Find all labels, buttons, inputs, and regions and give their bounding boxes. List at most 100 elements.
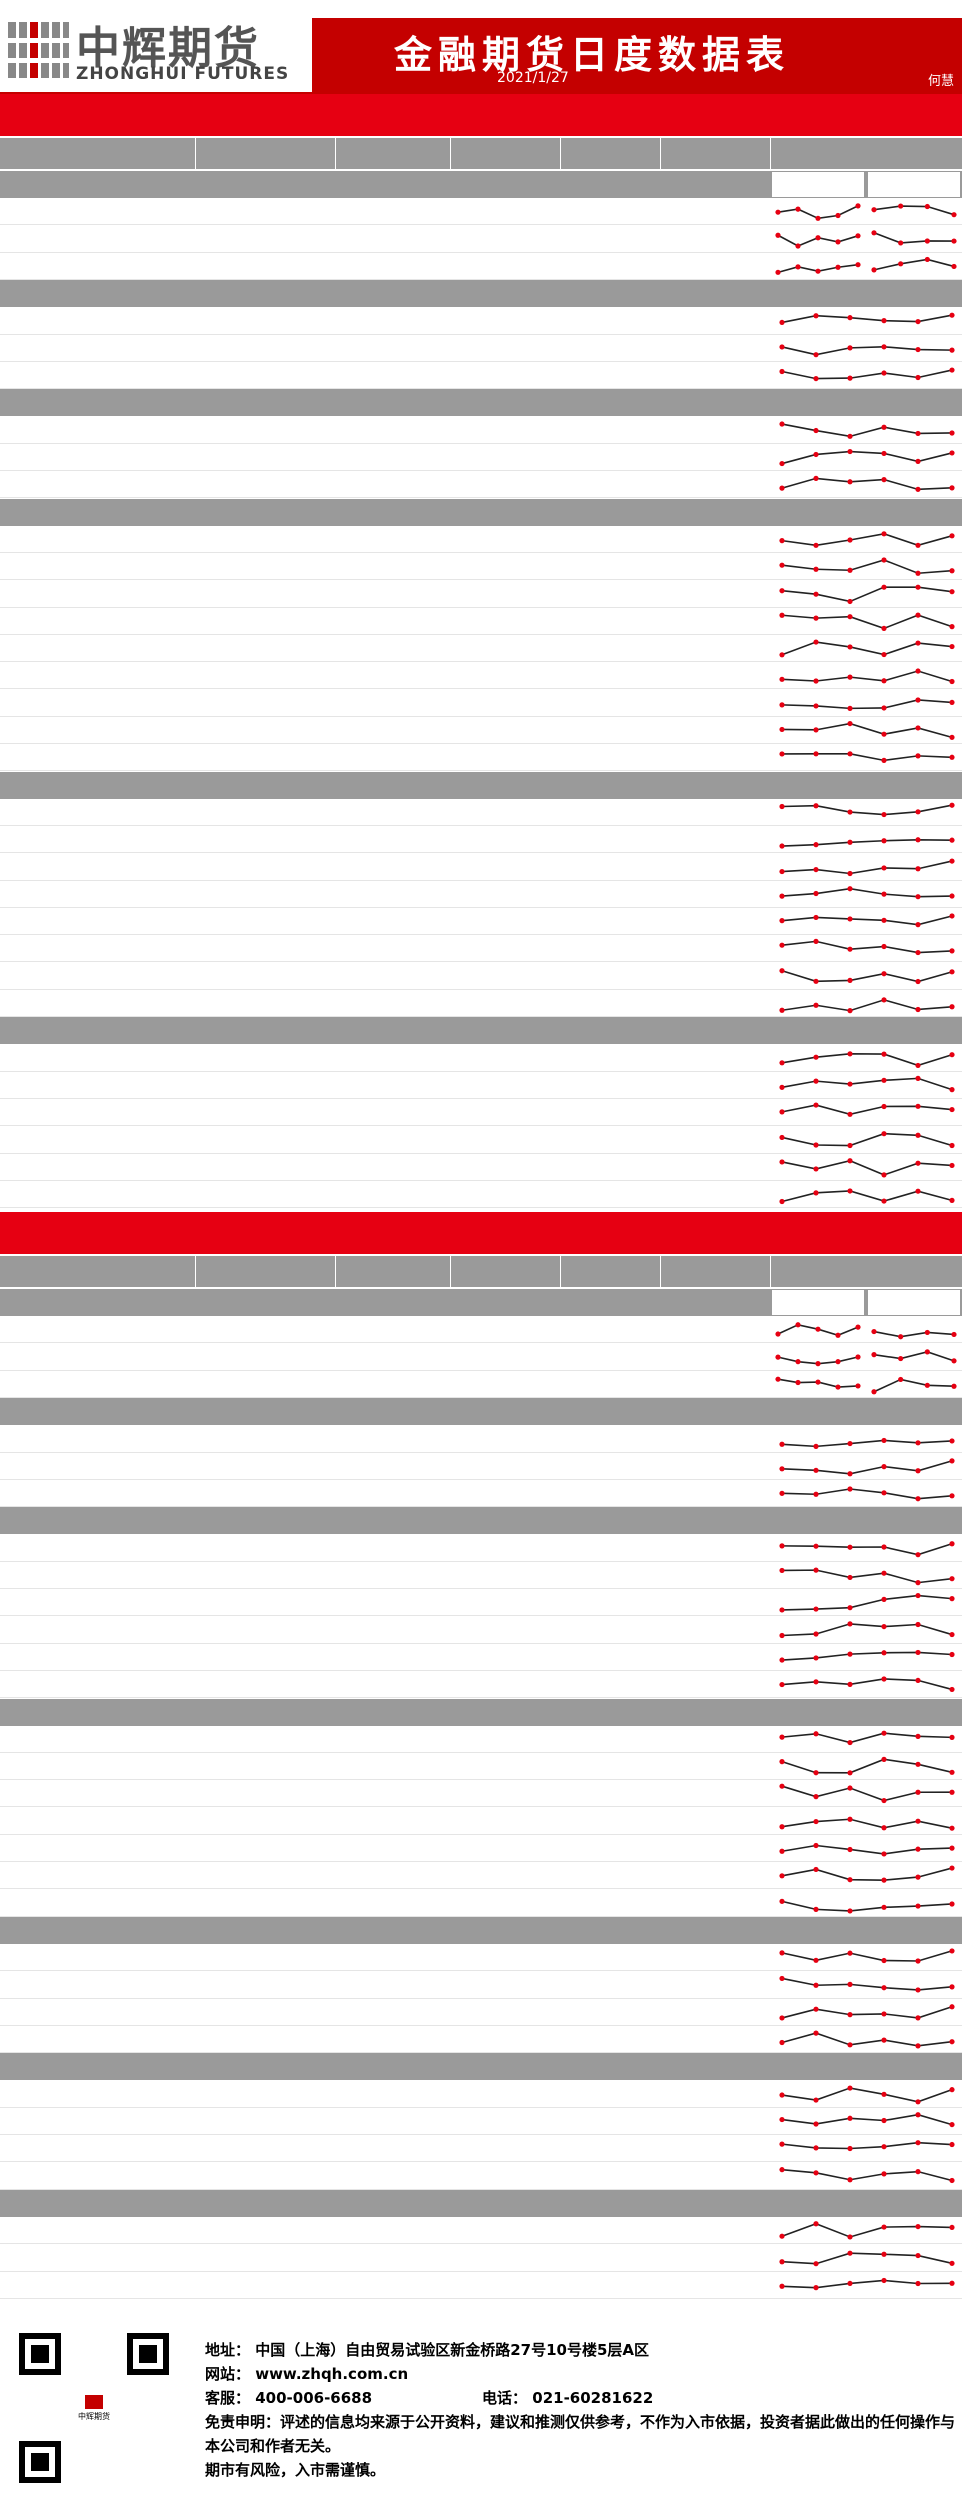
sparkline-point [881,1904,887,1910]
sparkline-point [813,1679,819,1685]
row-latest [335,717,450,744]
sparkline-point [915,922,921,928]
trend-sparkline [779,2277,955,2291]
row-unit [195,1944,335,1971]
sparkline-point [924,256,930,262]
sparkline-point [915,318,921,324]
table-row [0,935,962,963]
sparkline-line [781,1132,953,1146]
sparkline-line [781,1844,953,1855]
sparkline-point [881,678,887,684]
row-unit [195,1862,335,1889]
table-row [0,1780,962,1808]
row-unit [195,335,335,362]
row-latest [335,2217,450,2244]
sparkline-point [915,1986,921,1993]
sparkline-point [813,1190,819,1196]
sparkline-point [949,837,955,843]
trend-sparkline [779,1865,955,1884]
sparkline-point [779,460,785,467]
row-change [548,308,768,335]
sparkline-point [835,1384,841,1390]
sparkline-point [949,347,955,353]
sparkline-point [847,448,853,455]
trend-sparkline [779,1730,955,1745]
sparkline-point [881,1463,887,1470]
row-latest [335,1480,450,1507]
sparkline-point [949,1437,955,1444]
row-change-pct [648,2081,768,2108]
row-change-pct [648,1890,768,1917]
row-latest [335,2245,450,2272]
row-change-pct [648,1808,768,1835]
sparkline-point [915,2224,921,2230]
sparkline-point [813,1141,819,1148]
row-latest [335,1535,450,1562]
column-header [0,1256,962,1287]
row-change [540,2163,660,2190]
table-row [0,1072,962,1099]
sparkline-point [847,1544,853,1550]
table-row [0,335,962,362]
sparkline-line [781,1785,953,1802]
sparkline-point [915,1006,921,1013]
row-change [540,908,660,935]
sparkline-point [847,1846,853,1853]
row-unit [195,362,335,389]
row-change [540,2108,660,2135]
section-header [0,389,962,417]
row-change [540,744,660,771]
sparkline-point [815,216,821,222]
row-change [540,2026,660,2053]
row-latest [335,662,450,689]
table-row [0,1589,962,1617]
sparkline-point [847,1981,853,1987]
row-change-pct [648,1780,768,1807]
sparkline-point [779,1682,785,1688]
sparkline-point [949,857,955,864]
sparkline-point [855,1354,861,1360]
sparkline-point [779,1950,785,1956]
row-change-pct [648,1316,768,1343]
sparkline-point [779,1975,785,1981]
row-change [540,1972,660,1999]
sparkline-point [779,1007,785,1013]
sparkline-line [873,1350,955,1362]
sparkline-point [847,1739,853,1745]
table-row [0,1862,962,1890]
sparkline-point [847,705,853,711]
table-row [0,1480,962,1508]
sparkline-point [949,312,955,318]
row-latest [335,471,450,498]
sparkline-point [779,587,785,593]
table-row [0,690,962,717]
sparkline-point [949,623,955,629]
table-row [0,1944,962,1972]
row-unit [195,2272,335,2299]
table-row [0,1562,962,1589]
trend-sparkline [779,612,955,631]
sparkline-point [835,1358,841,1364]
sparkline-point [813,1842,819,1849]
sparkline-point [949,430,955,436]
sparkline-point [775,269,781,275]
column-header-4 [660,1256,770,1287]
row-latest [335,1890,450,1917]
trend-sparkline [779,1593,955,1613]
sparkline-point [847,479,853,485]
sparkline-point [847,1907,853,1914]
row-previous [445,1617,560,1644]
sparkline-point [779,918,785,924]
section-header [0,280,962,308]
row-latest [335,2026,450,2053]
sparkline-point [779,2283,785,2289]
row-change [540,1127,660,1154]
row-change [540,2245,660,2272]
trend-sparkline [779,2085,955,2105]
trend-sparkline [779,448,955,467]
trend-sparkline [779,939,955,956]
sparkline-point [847,2234,853,2240]
trend-sparkline [779,697,955,711]
row-unit [195,908,335,935]
row-change-pct [648,744,768,771]
